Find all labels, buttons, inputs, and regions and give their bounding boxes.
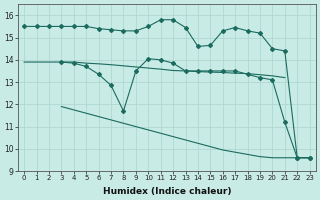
X-axis label: Humidex (Indice chaleur): Humidex (Indice chaleur) (103, 187, 231, 196)
